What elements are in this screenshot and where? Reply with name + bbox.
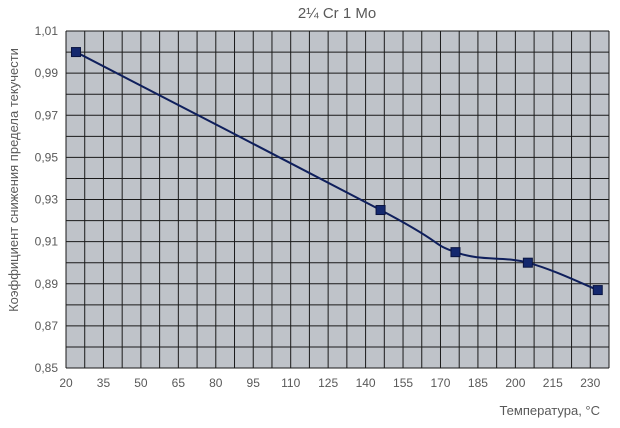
- x-tick-label: 200: [505, 376, 525, 390]
- y-tick-label: 0,87: [35, 319, 59, 333]
- data-point-marker: [592, 285, 603, 296]
- y-tick-label: 0,89: [35, 277, 59, 291]
- y-tick-label: 0,91: [35, 235, 59, 249]
- grid: [65, 30, 610, 369]
- x-axis-label: Температура, °C: [499, 403, 600, 418]
- y-tick-label: 0,97: [35, 108, 59, 122]
- data-point-marker: [375, 205, 386, 216]
- y-tick-label: 0,99: [35, 66, 59, 80]
- x-tick-label: 170: [430, 376, 450, 390]
- x-tick-label: 20: [59, 376, 73, 390]
- x-tick-label: 140: [356, 376, 376, 390]
- x-tick-label: 215: [543, 376, 563, 390]
- x-tick-label: 80: [209, 376, 223, 390]
- data-point-marker: [522, 257, 533, 268]
- y-axis-ticks: 0,85 0,87 0,89 0,91 0,93 0,95 0,97 0,99 1,01: [35, 24, 59, 375]
- x-tick-label: 230: [580, 376, 600, 390]
- x-tick-label: 35: [97, 376, 111, 390]
- y-tick-label: 0,85: [35, 361, 59, 375]
- x-tick-label: 110: [281, 376, 300, 390]
- data-point-marker: [70, 47, 81, 58]
- y-tick-label: 0,95: [35, 150, 59, 164]
- x-tick-label: 65: [172, 376, 186, 390]
- y-tick-label: 1,01: [35, 24, 59, 38]
- x-tick-label: 95: [247, 376, 261, 390]
- x-tick-label: 155: [393, 376, 413, 390]
- y-tick-label: 0,93: [35, 193, 59, 207]
- x-tick-label: 125: [318, 376, 338, 390]
- y-axis-label: Коэффициент снижения предела текучести: [6, 48, 21, 312]
- x-axis-ticks: 20 35 50 65 80 95 110 125 140 155 170 185 200 215 230: [59, 376, 600, 390]
- data-point-marker: [450, 247, 461, 258]
- series: [70, 47, 603, 296]
- chart-title: 2¼ Cr 1 Mo: [298, 5, 376, 22]
- x-tick-label: 185: [468, 376, 488, 390]
- x-tick-label: 50: [134, 376, 148, 390]
